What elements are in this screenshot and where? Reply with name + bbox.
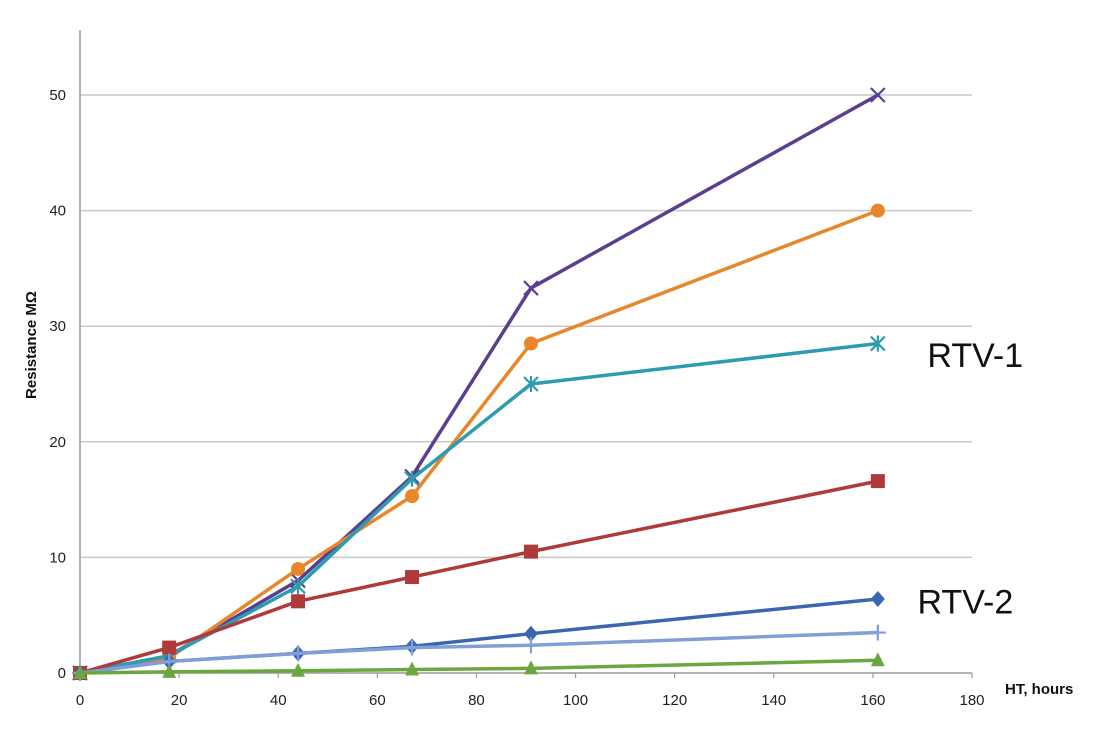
series-2-point-5 bbox=[870, 335, 886, 352]
annotations: RTV-1 RTV-2 bbox=[917, 337, 1023, 621]
series-6 bbox=[73, 652, 885, 679]
series-3-point-3 bbox=[405, 570, 420, 585]
grid-lines bbox=[80, 94, 972, 559]
x-tick-label-0: 0 bbox=[76, 692, 84, 709]
series-6-point-2 bbox=[291, 662, 306, 677]
series-4-point-5 bbox=[870, 591, 885, 608]
series-0-point-4 bbox=[523, 280, 539, 296]
series-5-point-4 bbox=[522, 637, 539, 654]
x-tick-label-3: 60 bbox=[369, 692, 386, 709]
y-tick-label-3: 30 bbox=[49, 318, 66, 335]
series-4-point-4 bbox=[523, 625, 538, 642]
y-tick-label-2: 20 bbox=[49, 434, 66, 451]
series-5-line bbox=[78, 630, 880, 675]
x-tick-label-4: 80 bbox=[468, 692, 485, 709]
annotation-1: RTV-2 bbox=[917, 583, 1013, 621]
series-5-point-5 bbox=[869, 624, 886, 641]
series-6-point-0 bbox=[73, 665, 87, 679]
series-6-point-3 bbox=[405, 661, 420, 676]
x-tick-label-2: 40 bbox=[270, 692, 287, 709]
series-1-point-5 bbox=[870, 203, 885, 218]
series-3-line bbox=[78, 479, 880, 675]
annotation-0: RTV-1 bbox=[927, 337, 1023, 375]
x-tick-label-8: 160 bbox=[860, 692, 885, 709]
x-tick-label-5: 100 bbox=[563, 692, 588, 709]
y-tick-label-4: 40 bbox=[49, 203, 66, 220]
series-1-point-3 bbox=[405, 489, 420, 504]
x-tick-label-6: 120 bbox=[662, 692, 687, 709]
series-6-line bbox=[78, 658, 880, 675]
series-5-point-2 bbox=[290, 645, 307, 662]
x-tick-label-1: 20 bbox=[171, 692, 188, 709]
series-0-point-5 bbox=[870, 87, 886, 103]
series-6-point-5 bbox=[870, 652, 885, 667]
series-3-point-1 bbox=[162, 640, 177, 655]
series-0-line bbox=[78, 93, 880, 675]
series-1-point-2 bbox=[291, 561, 306, 576]
series-6-point-4 bbox=[523, 660, 538, 675]
series-2-point-3 bbox=[404, 470, 420, 487]
x-axis-label: HT, hours bbox=[1005, 681, 1073, 698]
y-tick-labels: 0 10 20 30 40 50 bbox=[49, 87, 66, 682]
y-axis-label: Resistance MΩ bbox=[23, 291, 40, 399]
series-3-point-2 bbox=[291, 594, 306, 609]
series-2-point-2 bbox=[290, 578, 306, 595]
series-1-point-4 bbox=[523, 336, 538, 351]
x-tick-label-9: 180 bbox=[959, 692, 984, 709]
series-3-point-4 bbox=[523, 544, 538, 559]
series-0 bbox=[72, 87, 886, 681]
x-tick-label-7: 140 bbox=[761, 692, 786, 709]
series-6-point-1 bbox=[162, 663, 177, 678]
series-2-line bbox=[78, 341, 880, 675]
series-2 bbox=[72, 335, 886, 681]
series-group bbox=[72, 87, 886, 681]
series-2-point-4 bbox=[523, 376, 539, 392]
series-3 bbox=[73, 474, 885, 680]
y-tick-label-5: 50 bbox=[49, 87, 66, 104]
y-tick-label-1: 10 bbox=[49, 549, 66, 566]
series-5-point-3 bbox=[404, 639, 421, 656]
x-tick-labels: 0 20 40 60 80 100 120 140 160 180 bbox=[76, 673, 985, 709]
y-tick-label-0: 0 bbox=[58, 665, 66, 682]
series-3-point-5 bbox=[870, 474, 885, 489]
